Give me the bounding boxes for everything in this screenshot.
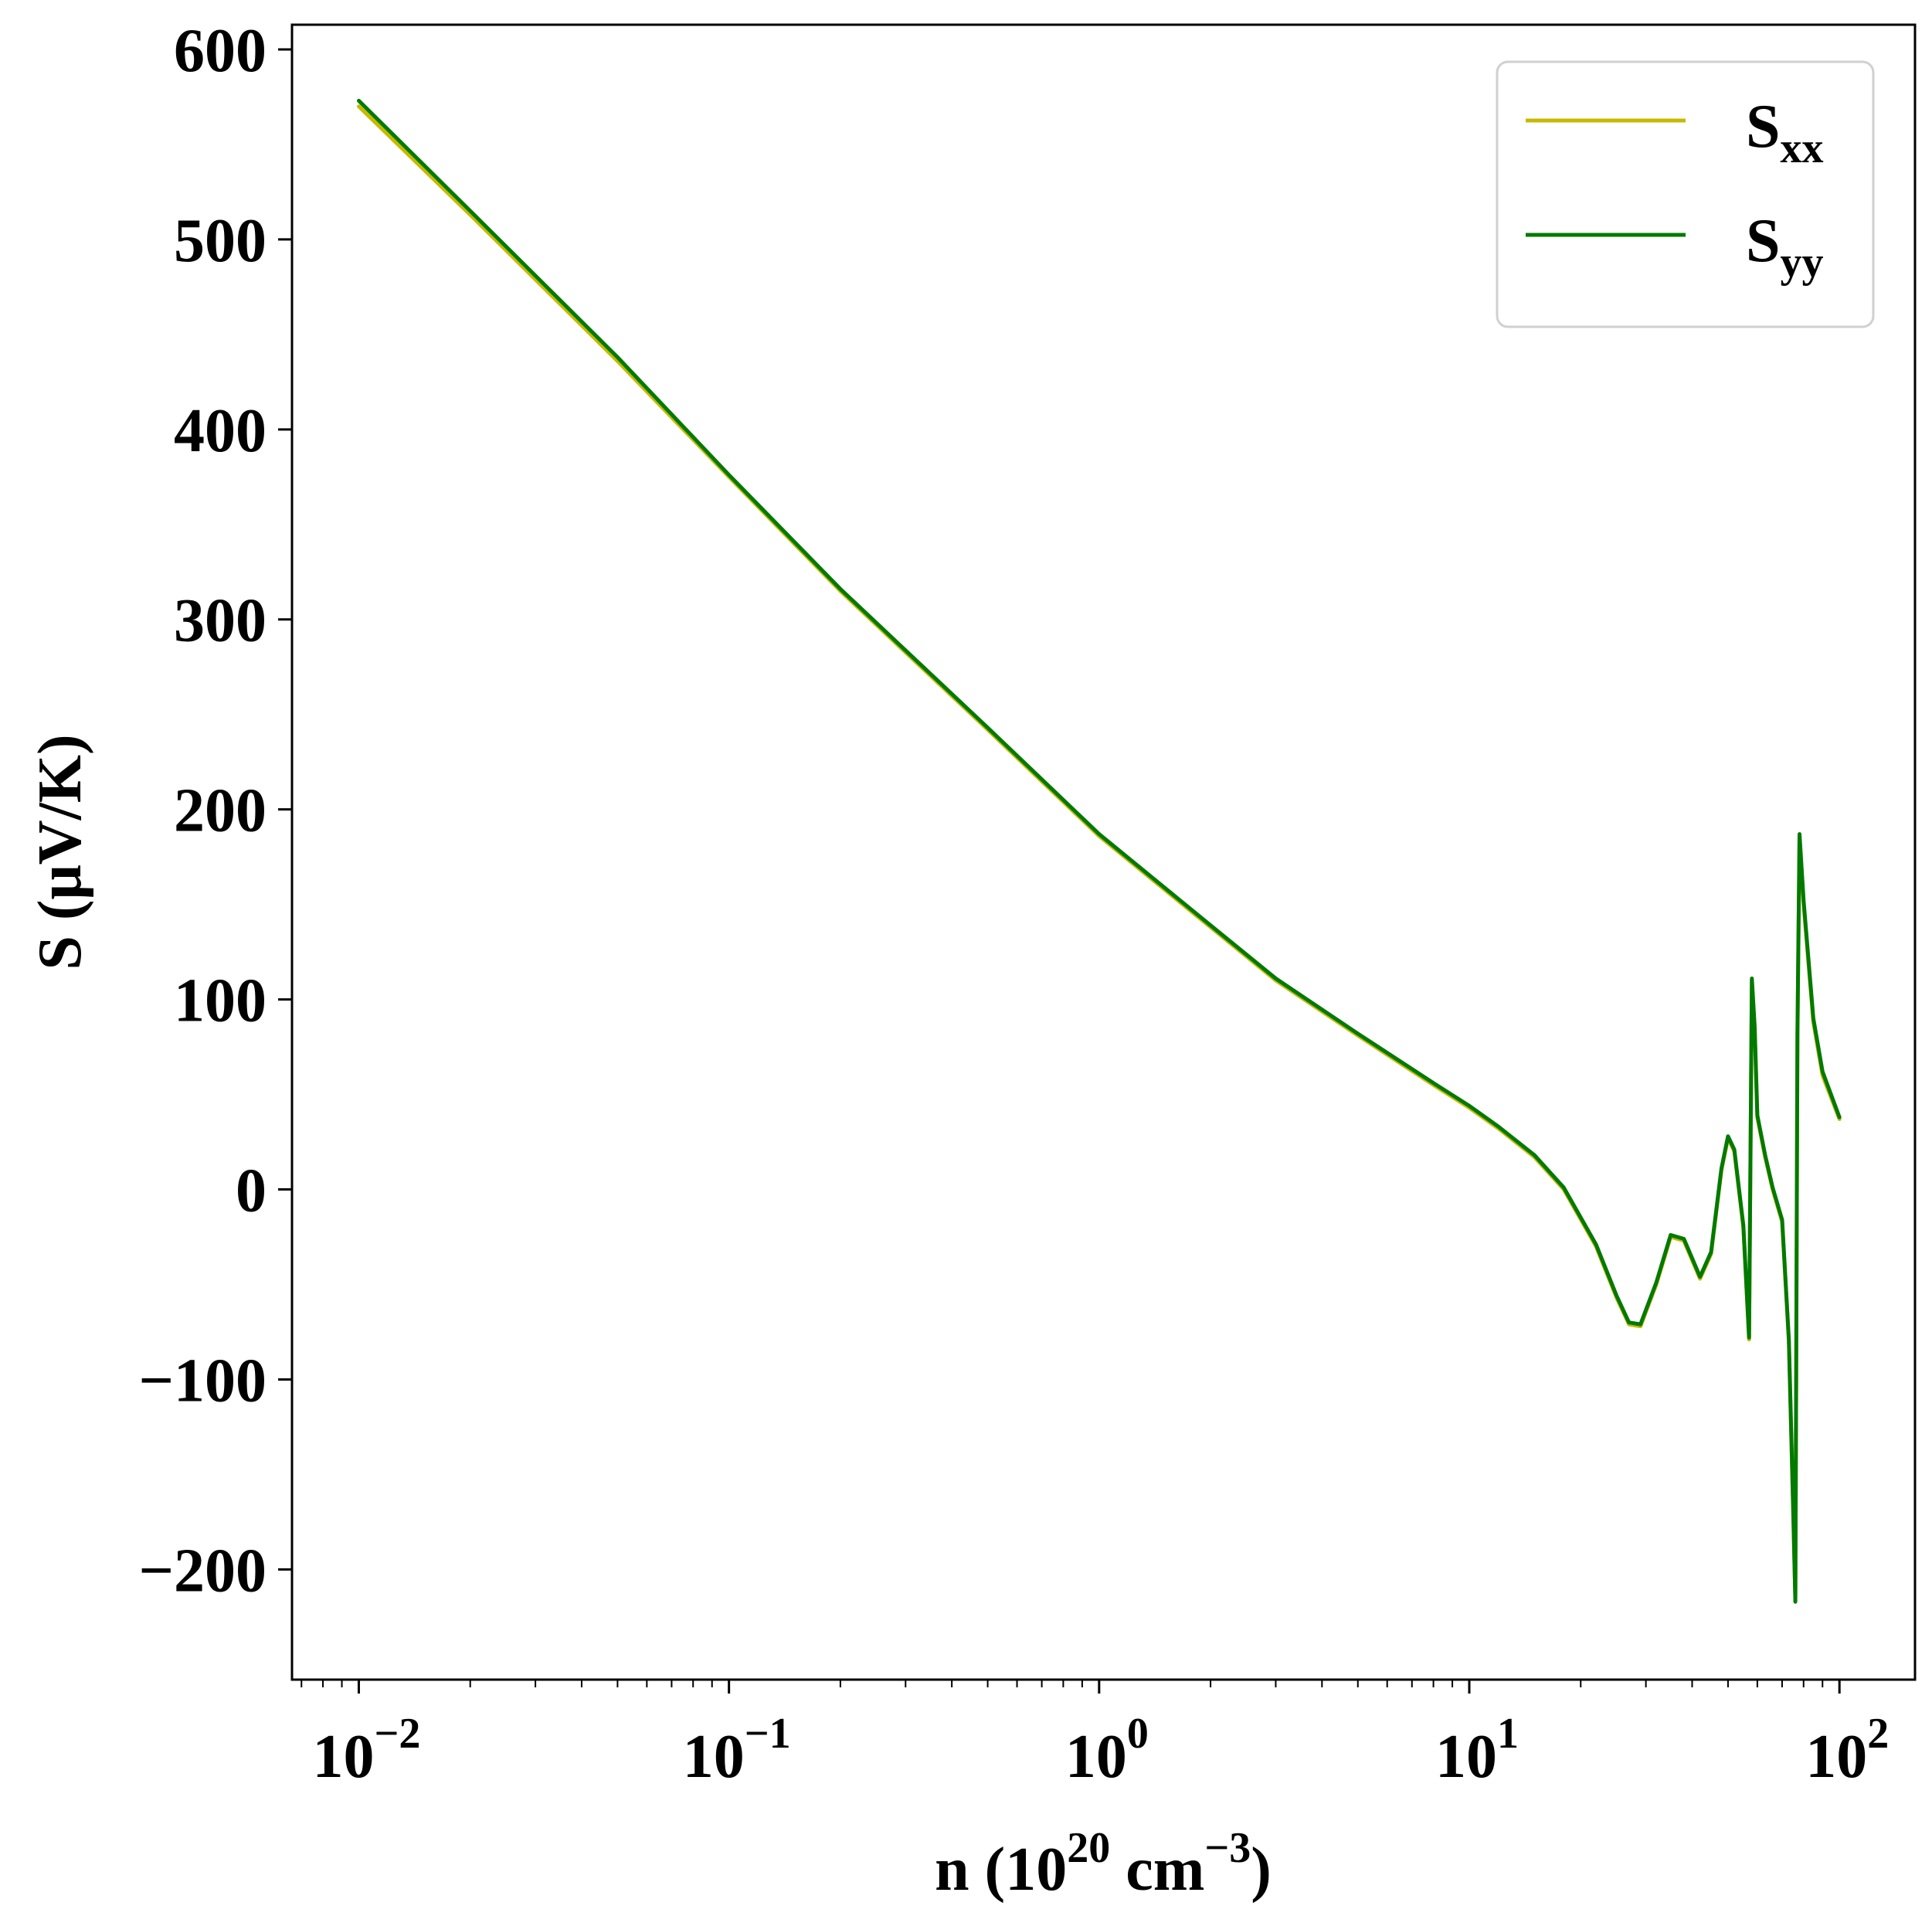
y-tick-label: 600 [174,17,267,85]
series-line-S-xx [357,104,1842,1600]
y-tick-label: 200 [174,777,267,845]
x-tick-label-exponent: 0 [1127,1710,1149,1758]
y-tick-label: 400 [174,397,267,465]
x-tick-label: 101 [1435,1710,1519,1791]
x-axis-title-sup2: −3 [1204,1824,1251,1872]
x-axis-title-end: ) [1251,1836,1272,1904]
x-axis-title-mid: cm [1110,1836,1204,1904]
x-axis: 10−2 10−1 100 101 102 [300,1680,1889,1791]
x-tick-label-base: 10 [313,1723,375,1791]
y-tick-label: 300 [174,587,267,655]
legend-label-sxx-name: S [1746,93,1781,161]
x-tick-label-exponent: −1 [745,1710,791,1758]
x-axis-title-sup1: 20 [1067,1824,1110,1872]
x-tick-label: 102 [1805,1710,1889,1791]
x-tick-label-base: 10 [683,1723,745,1791]
series-layer [357,98,1842,1604]
series-line-S-yy [357,98,1842,1604]
legend: Sxx Syy [1496,60,1875,328]
y-tick-label: 0 [236,1157,267,1225]
x-axis-title: n (1020 cm−3) [935,1824,1272,1904]
x-tick-label: 10−1 [683,1710,791,1791]
y-tick-label: 100 [174,967,267,1035]
legend-label-sxx-sub: xx [1781,124,1824,172]
x-tick-label-base: 10 [1435,1723,1497,1791]
x-tick-label: 10−2 [313,1710,421,1791]
legend-label-syy: Syy [1746,207,1824,287]
y-tick-label: 500 [174,207,267,275]
legend-box [1496,60,1875,328]
legend-label-sxx: Sxx [1746,93,1824,172]
y-tick-label: −200 [138,1537,267,1605]
x-tick-label-base: 10 [1805,1723,1867,1791]
y-axis-title: S (μV/K) [26,734,94,970]
x-tick-label-exponent: −2 [375,1710,421,1758]
y-tick-label: −100 [138,1347,267,1415]
x-tick-label-base: 10 [1065,1723,1127,1791]
x-tick-label: 100 [1065,1710,1149,1791]
x-axis-title-base: n (10 [935,1836,1067,1904]
legend-label-syy-sub: yy [1781,239,1824,287]
y-axis: 600 500 400 300 200 100 0 −100 −200 [138,17,292,1605]
x-tick-label-exponent: 1 [1497,1710,1519,1758]
x-tick-label-exponent: 2 [1867,1710,1889,1758]
legend-label-syy-name: S [1746,207,1781,275]
plot-frame [290,23,1917,1681]
